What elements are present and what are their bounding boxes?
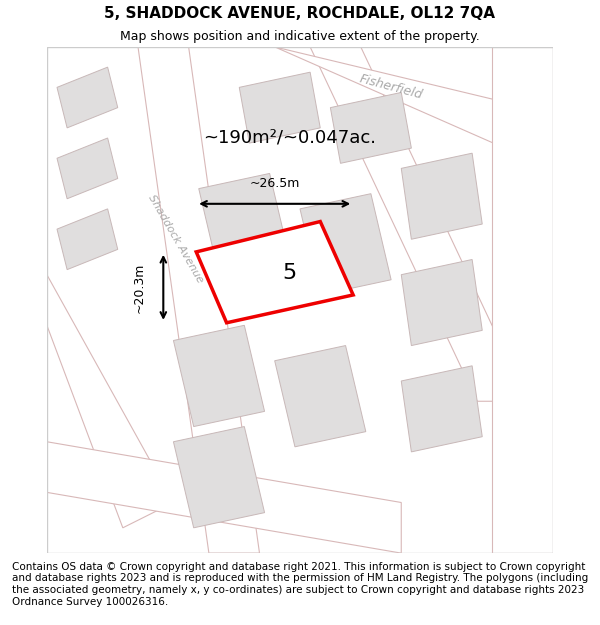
- Polygon shape: [47, 442, 401, 553]
- Text: Shaddock Avenue: Shaddock Avenue: [146, 193, 205, 285]
- Polygon shape: [47, 275, 173, 528]
- Text: 5, SHADDOCK AVENUE, ROCHDALE, OL12 7QA: 5, SHADDOCK AVENUE, ROCHDALE, OL12 7QA: [104, 6, 496, 21]
- Polygon shape: [493, 47, 553, 553]
- Text: Contains OS data © Crown copyright and database right 2021. This information is : Contains OS data © Crown copyright and d…: [12, 562, 588, 606]
- Polygon shape: [57, 67, 118, 128]
- Text: ~20.3m: ~20.3m: [133, 262, 146, 312]
- Text: ~26.5m: ~26.5m: [250, 177, 300, 190]
- Polygon shape: [239, 72, 320, 143]
- Polygon shape: [275, 346, 366, 447]
- Polygon shape: [401, 259, 482, 346]
- Polygon shape: [57, 209, 118, 269]
- Polygon shape: [199, 173, 290, 275]
- Text: 5: 5: [282, 262, 296, 282]
- Polygon shape: [300, 194, 391, 295]
- Polygon shape: [401, 153, 482, 239]
- Text: ~190m²/~0.047ac.: ~190m²/~0.047ac.: [203, 129, 376, 147]
- Polygon shape: [275, 47, 528, 158]
- Polygon shape: [173, 426, 265, 528]
- Text: Fisherfield: Fisherfield: [358, 72, 424, 102]
- Text: Map shows position and indicative extent of the property.: Map shows position and indicative extent…: [120, 30, 480, 43]
- Polygon shape: [196, 221, 353, 322]
- Polygon shape: [173, 325, 265, 426]
- Polygon shape: [138, 47, 260, 553]
- Polygon shape: [57, 138, 118, 199]
- Polygon shape: [401, 366, 482, 452]
- Polygon shape: [310, 47, 528, 401]
- Polygon shape: [331, 92, 412, 163]
